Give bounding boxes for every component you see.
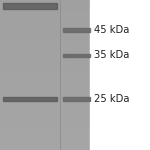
Bar <box>90 0 150 150</box>
Text: 35 kDa: 35 kDa <box>94 51 130 60</box>
Bar <box>63 54 90 57</box>
Text: 25 kDa: 25 kDa <box>94 94 130 104</box>
Bar <box>3 97 57 101</box>
Bar <box>3 3 57 9</box>
Bar <box>63 28 90 32</box>
Text: 45 kDa: 45 kDa <box>94 25 130 35</box>
Bar <box>63 97 90 101</box>
